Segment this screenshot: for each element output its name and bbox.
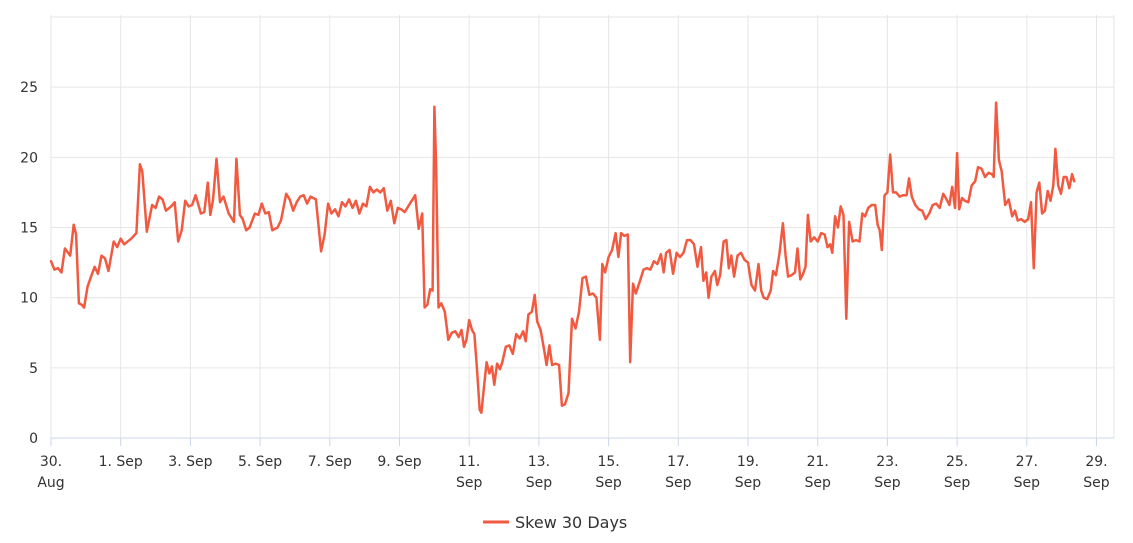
y-tick-label: 20 [20, 150, 38, 166]
x-tick-label-line2: Sep [665, 475, 692, 491]
x-tick-label-line2: Sep [805, 475, 832, 491]
y-tick-label: 15 [20, 221, 38, 237]
x-tick-label: 3. Sep [168, 454, 212, 470]
x-tick-label: 5. Sep [238, 454, 282, 470]
axes [50, 437, 1114, 446]
legend-label: Skew 30 Days [515, 513, 627, 532]
x-tick-label: 19. [737, 454, 759, 470]
series-line[interactable] [49, 101, 1076, 414]
x-tick-label: 25. [946, 454, 968, 470]
x-tick-label: 29. [1085, 454, 1107, 470]
x-tick-label-line2: Sep [456, 475, 483, 491]
x-tick-label: 23. [876, 454, 898, 470]
x-tick-label-line2: Sep [595, 475, 622, 491]
x-tick-label: 27. [1016, 454, 1038, 470]
x-tick-label: 11. [458, 454, 480, 470]
legend[interactable]: Skew 30 Days [483, 513, 627, 532]
x-tick-label: 9. Sep [377, 454, 421, 470]
series-layer [49, 101, 1076, 414]
x-tick-label-line2: Sep [874, 475, 901, 491]
y-axis-tick-labels: 0 5 10 15 20 25 [20, 80, 38, 447]
y-tick-label: 10 [20, 291, 38, 307]
x-tick-label: 15. [597, 454, 619, 470]
y-tick-label: 25 [20, 80, 38, 96]
vertical-grid-lines [50, 15, 1115, 438]
y-tick-label: 0 [29, 431, 38, 447]
x-tick-label: 30. [40, 454, 62, 470]
x-tick-label-line2: Sep [1083, 475, 1110, 491]
x-tick-label: 21. [807, 454, 829, 470]
x-tick-label-line2: Sep [944, 475, 971, 491]
x-tick-label: 7. Sep [308, 454, 352, 470]
x-tick-label: 13. [528, 454, 550, 470]
x-tick-label-line2: Sep [526, 475, 553, 491]
x-tick-label-line2: Sep [1014, 475, 1041, 491]
x-axis-tick-labels: 30. Aug 1. Sep 3. Sep 5. Sep 7. Sep 9. Sep 11. S… [37, 454, 1109, 491]
x-tick-label-line2: Aug [37, 475, 64, 491]
x-tick-label-line2: Sep [735, 475, 762, 491]
x-tick-label: 17. [667, 454, 689, 470]
y-tick-label: 5 [29, 361, 38, 377]
x-tick-label: 1. Sep [99, 454, 143, 470]
grid-lines [51, 16, 1114, 369]
